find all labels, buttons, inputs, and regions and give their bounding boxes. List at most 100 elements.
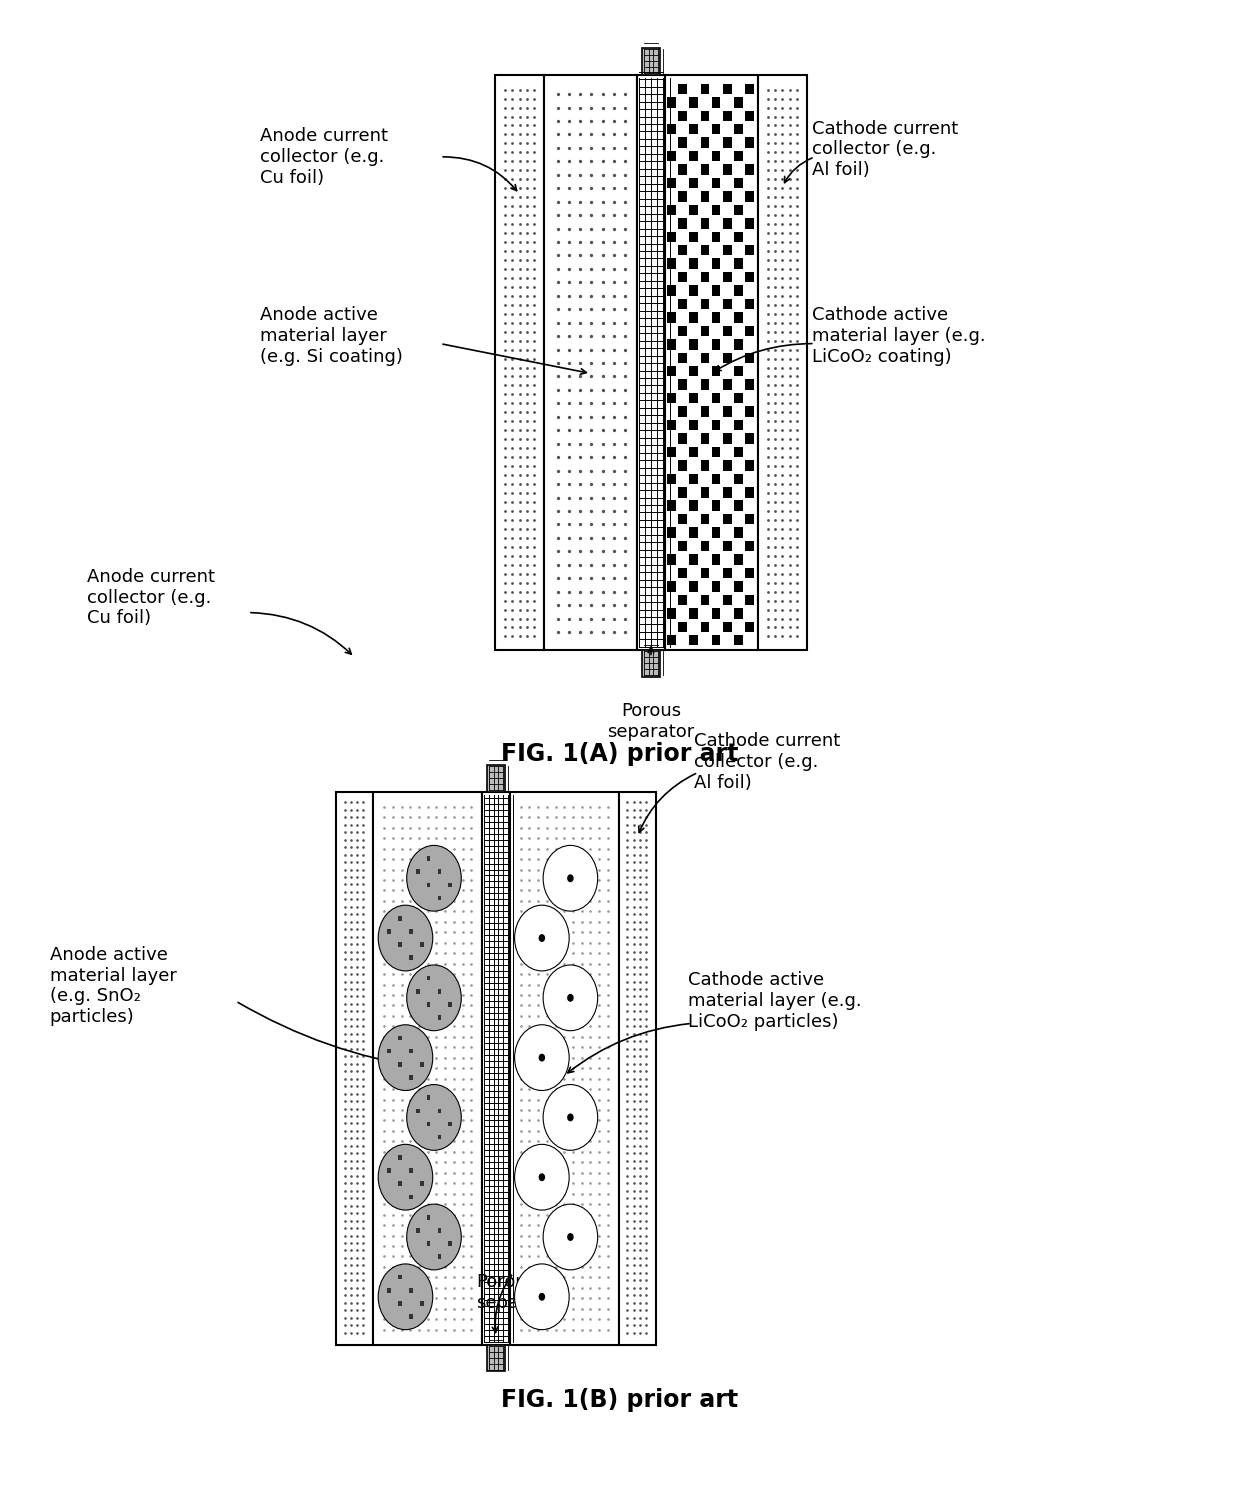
FancyBboxPatch shape bbox=[723, 622, 732, 632]
FancyBboxPatch shape bbox=[745, 514, 754, 524]
Bar bbox=[398, 1274, 402, 1279]
Text: FIG. 1(A) prior art: FIG. 1(A) prior art bbox=[501, 743, 739, 766]
FancyBboxPatch shape bbox=[701, 272, 709, 282]
Bar bbox=[409, 1076, 413, 1080]
Bar bbox=[427, 1242, 430, 1246]
Bar bbox=[409, 1168, 413, 1173]
Bar bbox=[409, 929, 413, 934]
FancyBboxPatch shape bbox=[723, 406, 732, 417]
FancyBboxPatch shape bbox=[678, 326, 687, 336]
FancyBboxPatch shape bbox=[689, 527, 698, 538]
FancyBboxPatch shape bbox=[712, 97, 720, 108]
FancyBboxPatch shape bbox=[723, 541, 732, 551]
FancyBboxPatch shape bbox=[667, 232, 676, 242]
FancyBboxPatch shape bbox=[712, 258, 720, 269]
FancyBboxPatch shape bbox=[678, 164, 687, 175]
FancyBboxPatch shape bbox=[678, 460, 687, 471]
Bar bbox=[398, 1182, 402, 1186]
Bar bbox=[373, 792, 482, 1345]
FancyBboxPatch shape bbox=[678, 622, 687, 632]
FancyBboxPatch shape bbox=[712, 554, 720, 565]
FancyBboxPatch shape bbox=[701, 218, 709, 229]
Text: Anode active
material layer
(e.g. Si coating): Anode active material layer (e.g. Si coa… bbox=[260, 306, 403, 366]
Text: Porous
separator: Porous separator bbox=[608, 702, 694, 741]
Bar bbox=[409, 1288, 413, 1292]
FancyBboxPatch shape bbox=[701, 487, 709, 498]
FancyBboxPatch shape bbox=[712, 205, 720, 215]
Bar bbox=[415, 989, 419, 994]
FancyBboxPatch shape bbox=[701, 137, 709, 148]
FancyBboxPatch shape bbox=[734, 635, 743, 645]
FancyBboxPatch shape bbox=[701, 326, 709, 336]
FancyBboxPatch shape bbox=[734, 393, 743, 403]
FancyBboxPatch shape bbox=[678, 191, 687, 202]
FancyBboxPatch shape bbox=[712, 312, 720, 323]
FancyBboxPatch shape bbox=[667, 393, 676, 403]
FancyBboxPatch shape bbox=[689, 312, 698, 323]
Bar bbox=[415, 870, 419, 874]
FancyBboxPatch shape bbox=[678, 84, 687, 94]
FancyBboxPatch shape bbox=[689, 581, 698, 592]
FancyBboxPatch shape bbox=[678, 406, 687, 417]
FancyBboxPatch shape bbox=[678, 568, 687, 578]
FancyBboxPatch shape bbox=[712, 581, 720, 592]
Circle shape bbox=[407, 1204, 461, 1270]
FancyBboxPatch shape bbox=[689, 474, 698, 484]
FancyBboxPatch shape bbox=[734, 97, 743, 108]
Bar bbox=[387, 1168, 391, 1173]
Bar bbox=[438, 870, 441, 874]
Text: FIG. 1(B) prior art: FIG. 1(B) prior art bbox=[501, 1388, 739, 1412]
FancyBboxPatch shape bbox=[723, 353, 732, 363]
Circle shape bbox=[378, 1144, 433, 1210]
Circle shape bbox=[543, 1085, 598, 1150]
FancyBboxPatch shape bbox=[701, 595, 709, 605]
Circle shape bbox=[407, 846, 461, 911]
Bar bbox=[415, 1228, 419, 1233]
FancyBboxPatch shape bbox=[745, 84, 754, 94]
FancyBboxPatch shape bbox=[689, 635, 698, 645]
FancyBboxPatch shape bbox=[667, 608, 676, 619]
Circle shape bbox=[538, 934, 546, 943]
Bar bbox=[438, 1135, 441, 1140]
Bar bbox=[637, 75, 665, 650]
Text: Anode current
collector (e.g.
Cu foil): Anode current collector (e.g. Cu foil) bbox=[260, 127, 388, 187]
FancyBboxPatch shape bbox=[712, 474, 720, 484]
FancyBboxPatch shape bbox=[734, 205, 743, 215]
FancyBboxPatch shape bbox=[678, 595, 687, 605]
FancyBboxPatch shape bbox=[689, 97, 698, 108]
Bar bbox=[438, 1109, 441, 1113]
FancyBboxPatch shape bbox=[712, 500, 720, 511]
FancyBboxPatch shape bbox=[712, 393, 720, 403]
FancyBboxPatch shape bbox=[701, 541, 709, 551]
FancyBboxPatch shape bbox=[667, 97, 676, 108]
FancyBboxPatch shape bbox=[689, 232, 698, 242]
Text: Anode active
material layer
(e.g. SnO₂
particles): Anode active material layer (e.g. SnO₂ p… bbox=[50, 946, 176, 1026]
Circle shape bbox=[567, 874, 574, 881]
Circle shape bbox=[515, 1144, 569, 1210]
Bar bbox=[427, 1002, 430, 1007]
FancyBboxPatch shape bbox=[723, 595, 732, 605]
Bar bbox=[482, 792, 510, 1345]
Bar bbox=[427, 976, 430, 980]
FancyBboxPatch shape bbox=[734, 339, 743, 350]
FancyBboxPatch shape bbox=[734, 285, 743, 296]
Circle shape bbox=[407, 965, 461, 1031]
FancyBboxPatch shape bbox=[689, 178, 698, 188]
Bar bbox=[420, 943, 424, 947]
FancyBboxPatch shape bbox=[701, 406, 709, 417]
FancyBboxPatch shape bbox=[734, 608, 743, 619]
Text: Anode current
collector (e.g.
Cu foil): Anode current collector (e.g. Cu foil) bbox=[87, 568, 215, 627]
Bar bbox=[398, 1035, 402, 1040]
Bar bbox=[398, 1301, 402, 1306]
FancyBboxPatch shape bbox=[734, 554, 743, 565]
FancyBboxPatch shape bbox=[734, 178, 743, 188]
FancyBboxPatch shape bbox=[701, 353, 709, 363]
FancyBboxPatch shape bbox=[734, 420, 743, 430]
FancyBboxPatch shape bbox=[701, 514, 709, 524]
FancyBboxPatch shape bbox=[712, 124, 720, 134]
Bar bbox=[427, 1122, 430, 1126]
FancyBboxPatch shape bbox=[745, 245, 754, 255]
FancyBboxPatch shape bbox=[667, 205, 676, 215]
Circle shape bbox=[543, 965, 598, 1031]
Text: Porous
separator: Porous separator bbox=[476, 1273, 563, 1312]
